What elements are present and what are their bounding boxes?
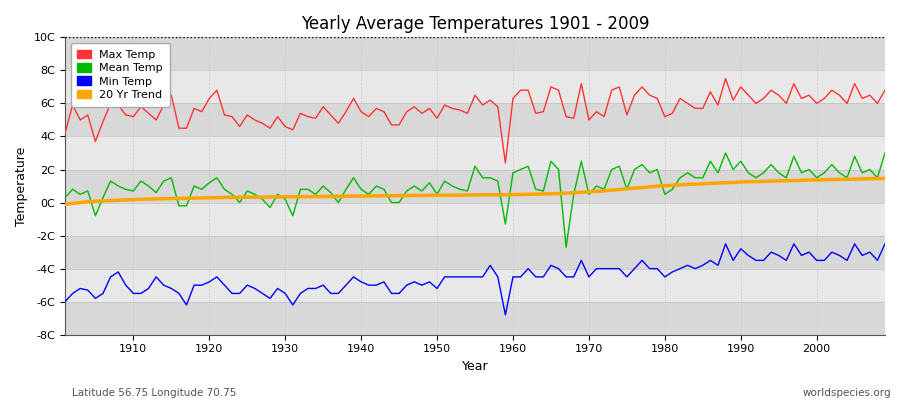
Bar [65,104,885,136]
Legend: Max Temp, Mean Temp, Min Temp, 20 Yr Trend: Max Temp, Mean Temp, Min Temp, 20 Yr Tre… [70,43,170,107]
Title: Yearly Average Temperatures 1901 - 2009: Yearly Average Temperatures 1901 - 2009 [301,15,649,33]
Bar [65,136,885,170]
Bar [65,236,885,269]
Bar [65,202,885,236]
Bar [65,302,885,335]
Y-axis label: Temperature: Temperature [15,146,28,226]
Bar [65,170,885,202]
Text: worldspecies.org: worldspecies.org [803,388,891,398]
Text: Latitude 56.75 Longitude 70.75: Latitude 56.75 Longitude 70.75 [72,388,237,398]
Bar [65,37,885,70]
Bar [65,70,885,104]
Bar [65,269,885,302]
X-axis label: Year: Year [462,360,489,373]
